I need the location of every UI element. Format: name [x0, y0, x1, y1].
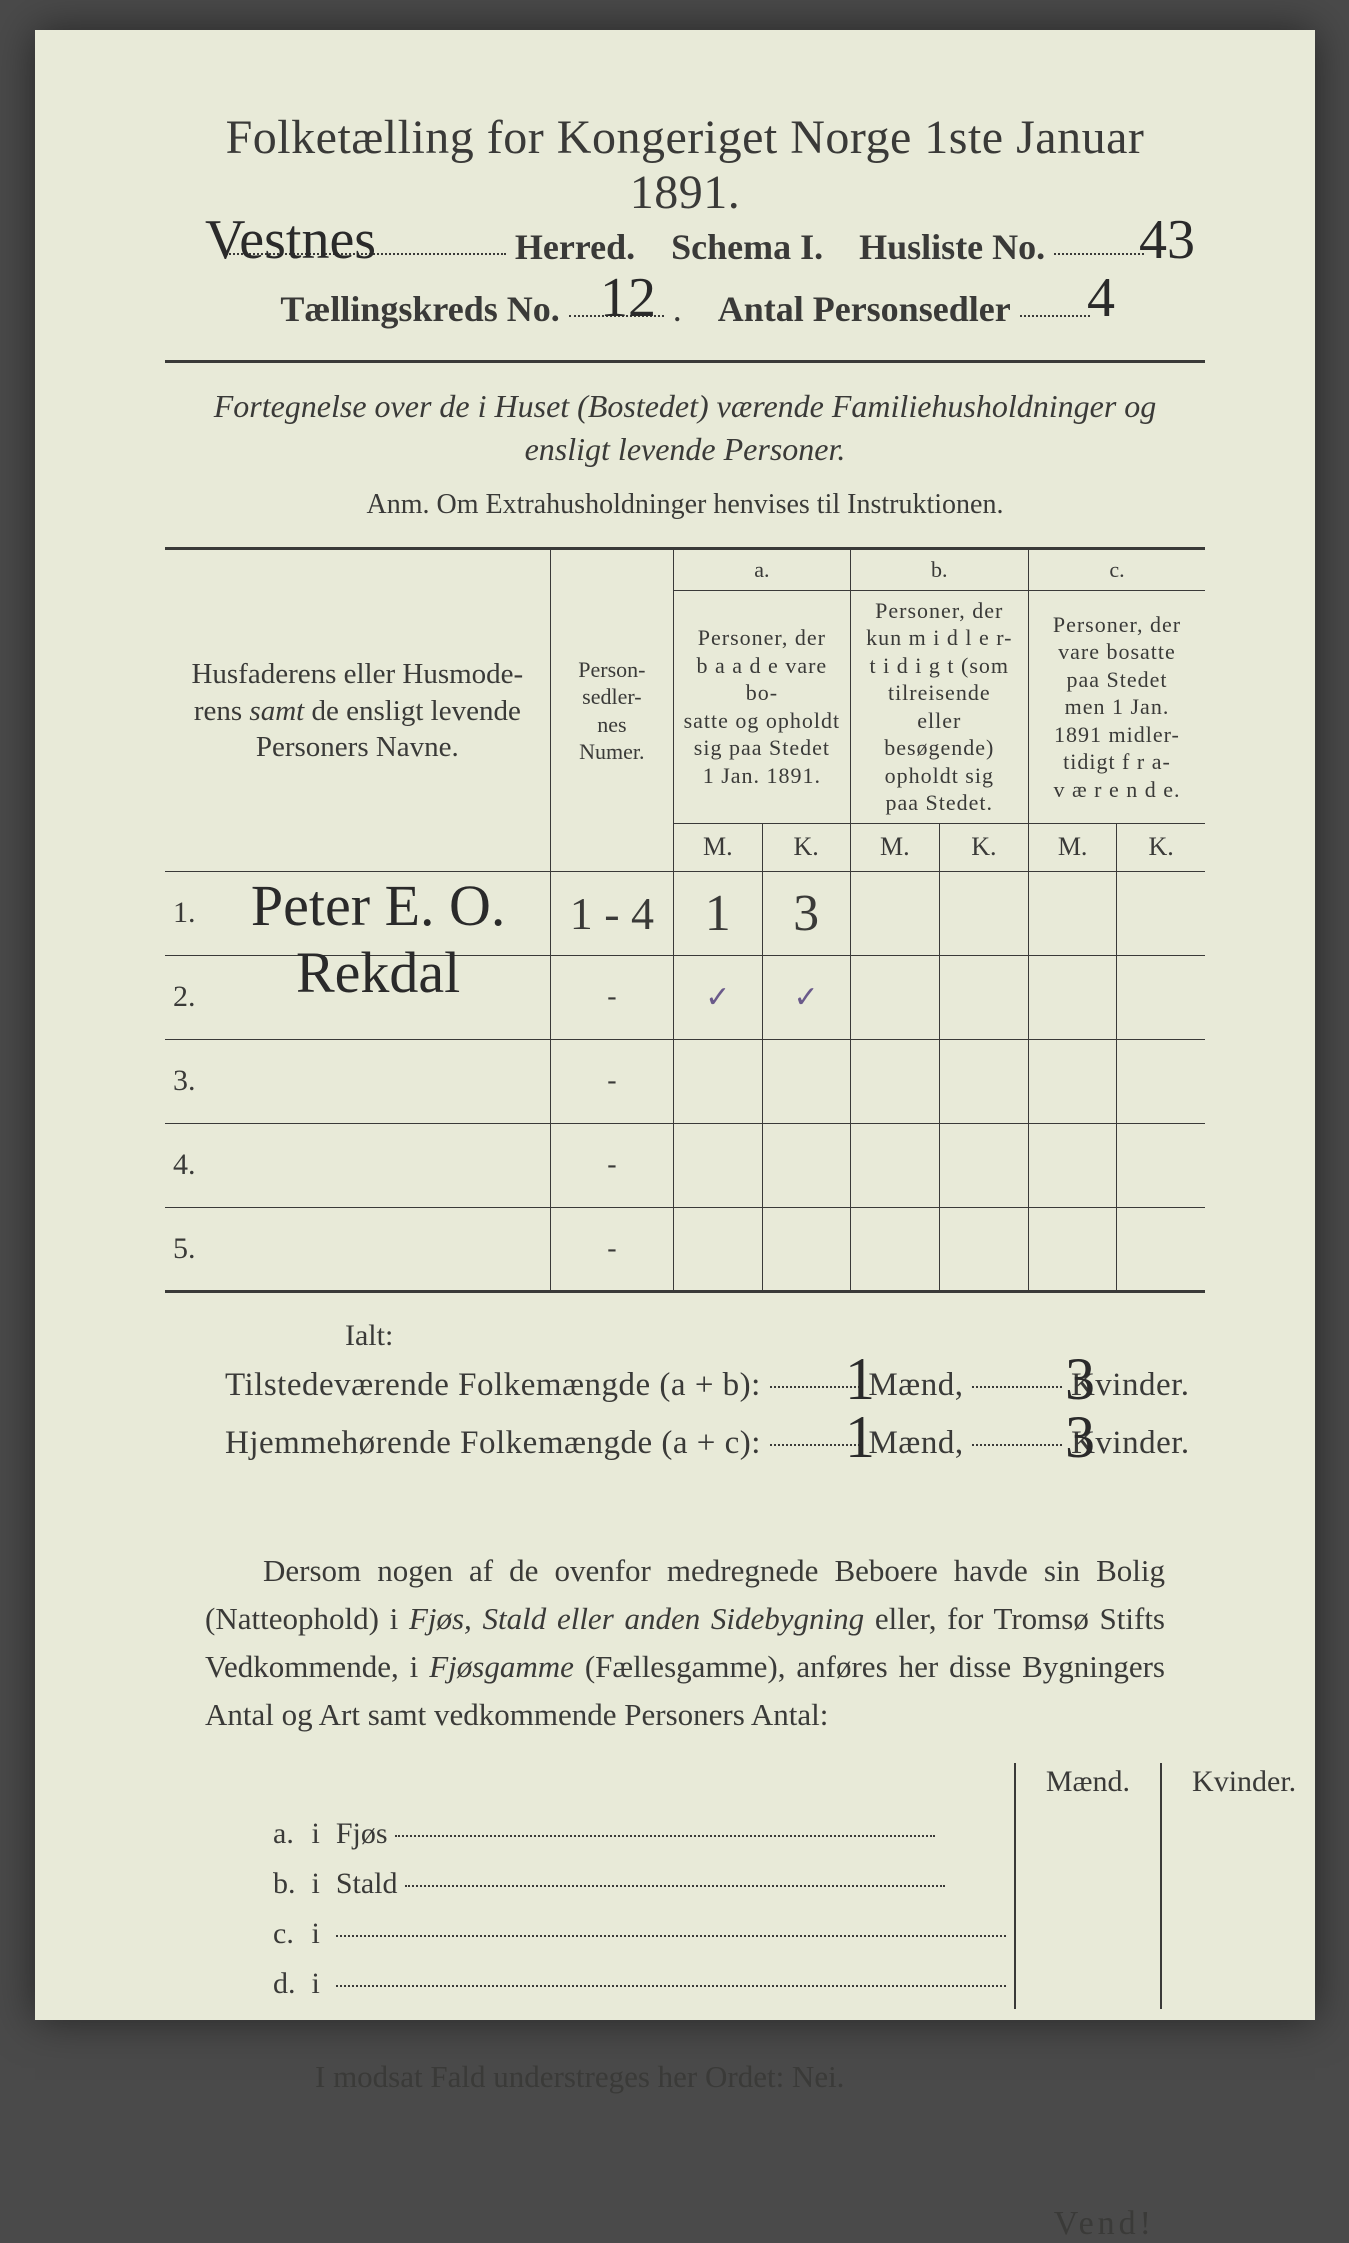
bld-label [328, 1959, 1015, 2009]
bld-key: d. [265, 1959, 304, 2009]
b-k-cell [939, 871, 1028, 955]
name-cell [203, 1039, 551, 1123]
herred-handwritten: Vestnes [205, 208, 376, 272]
col-names-header: Husfaderens eller Husmode-rens samt de e… [165, 549, 550, 872]
bld-head-k: Kvinder. [1161, 1763, 1326, 1809]
bld-key: b. [265, 1859, 304, 1909]
numer-cell: 1 - 4 [550, 871, 673, 955]
col-numer-header: Person-sedler-nesNumer. [550, 549, 673, 872]
building-row: b. i Stald [265, 1859, 1326, 1909]
bld-label: Stald [328, 1859, 1015, 1909]
form-subtitle: Fortegnelse over de i Huset (Bostedet) v… [205, 385, 1165, 471]
table-row: 4. - [165, 1123, 1205, 1207]
total-present-row: Tilstedeværende Folkemængde (a + b): 1 M… [225, 1367, 1205, 1419]
c-m-cell [1028, 871, 1116, 955]
building-row: a. i Fjøs [265, 1809, 1326, 1859]
numer-cell: - [550, 1123, 673, 1207]
nei-line: I modsat Fald understreges her Ordet: Ne… [315, 2059, 1205, 2095]
bld-i: i [304, 1859, 328, 1909]
group-b-header: Personer, derkun m i d l e r-t i d i g t… [850, 590, 1028, 823]
total-present-label: Tilstedeværende Folkemængde (a + b): [225, 1367, 761, 1403]
antal-label: Antal Personsedler [718, 289, 1011, 329]
herred-label: Herred. [515, 227, 635, 267]
table-row: 5. - [165, 1207, 1205, 1291]
bld-key: c. [265, 1909, 304, 1959]
header-line-3: Tællingskreds No. 12 . Antal Personsedle… [165, 288, 1205, 342]
group-a-letter: a. [674, 549, 851, 591]
row-number: 5. [165, 1207, 203, 1291]
col-c-m: M. [1028, 823, 1116, 871]
table-row: 3. - [165, 1039, 1205, 1123]
col-c-k: K. [1117, 823, 1205, 871]
row-number: 2. [165, 955, 203, 1039]
schema-label: Schema I. [671, 227, 823, 267]
group-b-letter: b. [850, 549, 1028, 591]
name-cell [203, 1123, 551, 1207]
vend-label: Vend! [165, 2205, 1155, 2243]
name-cell [203, 1207, 551, 1291]
col-a-k: K. [762, 823, 850, 871]
census-form-page: Folketælling for Kongeriget Norge 1ste J… [35, 30, 1315, 2020]
bld-i: i [304, 1809, 328, 1859]
group-c-header: Personer, dervare bosattepaa Stedetmen 1… [1028, 590, 1205, 823]
header-rule [165, 360, 1205, 363]
col-a-m: M. [674, 823, 762, 871]
buildings-paragraph: Dersom nogen af de ovenfor medregnede Be… [205, 1547, 1165, 1739]
kreds-label: Tællingskreds No. [280, 289, 559, 329]
header-line-2: Vestnes Herred. Schema I. Husliste No. 4… [165, 226, 1205, 280]
building-row: c. i [265, 1909, 1326, 1959]
a-k-cell: ✓ [762, 955, 850, 1039]
antal-handwritten: 4 [1087, 266, 1115, 330]
maend-label: Mænd, [868, 1425, 963, 1461]
page-title: Folketælling for Kongeriget Norge 1ste J… [165, 110, 1205, 220]
bld-i: i [304, 1959, 328, 2009]
husliste-label: Husliste No. [859, 227, 1045, 267]
numer-cell: - [550, 1039, 673, 1123]
census-table-body: 1. Peter E. O. Rekdal 1 - 4 1 3 2. - ✓ ✓… [165, 871, 1205, 1291]
name-cell [203, 955, 551, 1039]
resident-m-hw: 1 [845, 1403, 876, 1472]
census-table: Husfaderens eller Husmode-rens samt de e… [165, 547, 1205, 1293]
row-number: 3. [165, 1039, 203, 1123]
building-row: d. i [265, 1959, 1326, 2009]
bld-i: i [304, 1909, 328, 1959]
a-m-cell: ✓ [674, 955, 762, 1039]
numer-cell: - [550, 1207, 673, 1291]
total-resident-row: Hjemmehørende Folkemængde (a + c): 1 Mæn… [225, 1425, 1205, 1477]
maend-label: Mænd, [868, 1367, 963, 1403]
c-k-cell [1117, 871, 1205, 955]
col-b-m: M. [850, 823, 939, 871]
bld-key: a. [265, 1809, 304, 1859]
group-c-letter: c. [1028, 549, 1205, 591]
b-m-cell [850, 871, 939, 955]
table-row: 2. - ✓ ✓ [165, 955, 1205, 1039]
table-row: 1. Peter E. O. Rekdal 1 - 4 1 3 [165, 871, 1205, 955]
bld-label [328, 1909, 1015, 1959]
numer-cell: - [550, 955, 673, 1039]
name-cell: Peter E. O. Rekdal [203, 871, 551, 955]
a-k-cell: 3 [762, 871, 850, 955]
resident-k-hw: 3 [1065, 1403, 1096, 1472]
bld-label: Fjøs [328, 1809, 1015, 1859]
bld-head-m: Mænd. [1015, 1763, 1161, 1809]
kreds-no-handwritten: 12 [600, 266, 656, 330]
a-m-cell: 1 [674, 871, 762, 955]
total-resident-label: Hjemmehørende Folkemængde (a + c): [225, 1425, 761, 1461]
row-number: 1. [165, 871, 203, 955]
buildings-table: Mænd. Kvinder. a. i Fjøs b. i Stald c. i… [265, 1763, 1326, 2009]
col-b-k: K. [939, 823, 1028, 871]
husliste-no-handwritten: 43 [1139, 208, 1195, 272]
group-a-header: Personer, derb a a d e vare bo-satte og … [674, 590, 851, 823]
row-number: 4. [165, 1123, 203, 1207]
form-anm: Anm. Om Extrahusholdninger henvises til … [165, 489, 1205, 521]
